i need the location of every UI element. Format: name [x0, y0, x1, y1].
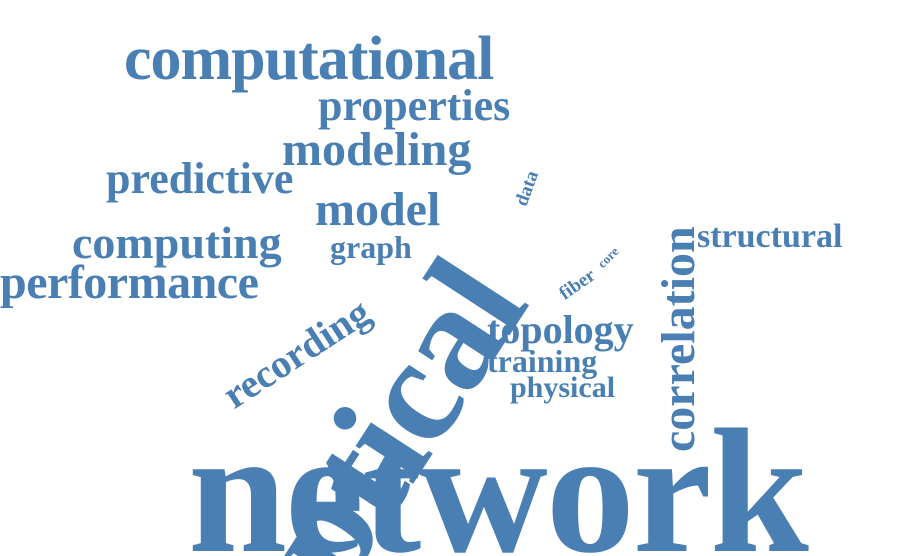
- word-performance: performance: [0, 256, 259, 309]
- word-structural: structural: [697, 218, 843, 255]
- word-model: model: [315, 183, 441, 236]
- word-predictive: predictive: [106, 154, 294, 203]
- word-correlation: correlation: [652, 226, 705, 452]
- word-modeling: modeling: [282, 123, 472, 176]
- word-core: core: [594, 243, 622, 271]
- word-computing: computing: [72, 217, 282, 268]
- word-data: data: [511, 167, 544, 209]
- word-graph: graph: [330, 229, 412, 265]
- word-network: network: [188, 392, 809, 556]
- word-computational: computational: [124, 25, 494, 93]
- word-properties: properties: [318, 81, 511, 130]
- word-topology: topology: [487, 307, 634, 352]
- word-training: training: [487, 343, 598, 379]
- word-fiber: fiber: [555, 264, 600, 305]
- word-physical: physical: [510, 371, 616, 404]
